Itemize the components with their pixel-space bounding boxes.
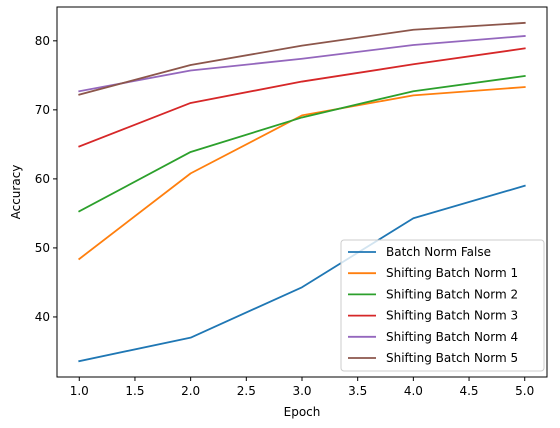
y-tick-label: 70 (35, 103, 50, 117)
series-line-3 (78, 75, 526, 213)
series-line-6 (78, 21, 526, 96)
legend: Batch Norm False Shifting Batch Norm 1 Shi… (340, 239, 545, 372)
x-tick-label: 2.5 (237, 384, 256, 398)
x-tick-label: 4.5 (459, 384, 478, 398)
x-axis-label: Epoch (284, 405, 321, 419)
x-tick-label: 1.0 (70, 384, 89, 398)
x-tick-label: 4.0 (404, 384, 423, 398)
x-tick-label: 3.5 (348, 384, 367, 398)
legend-entry-label: Shifting Batch Norm 4 (386, 330, 518, 344)
series-line-4 (78, 47, 526, 148)
y-tick-label: 80 (35, 34, 50, 48)
x-axis-ticks: 1.0 1.5 2.0 2.5 3.0 3.5 4.0 4.5 5.0 (70, 377, 534, 398)
series-line-5 (78, 35, 526, 93)
x-tick-label: 1.5 (125, 384, 144, 398)
series-lines (78, 21, 526, 363)
x-tick-label: 5.0 (515, 384, 534, 398)
series-line-1 (78, 184, 526, 363)
y-axis-ticks: 40 50 60 70 80 (35, 34, 57, 324)
x-tick-label: 2.0 (181, 384, 200, 398)
x-tick-label: 3.0 (292, 384, 311, 398)
legend-entry-label: Shifting Batch Norm 3 (386, 309, 518, 323)
legend-entry-label: Batch Norm False (386, 245, 491, 259)
y-tick-label: 60 (35, 172, 50, 186)
legend-box (340, 239, 545, 372)
legend-entry-label: Shifting Batch Norm 1 (386, 266, 518, 280)
y-axis-label: Accuracy (9, 165, 23, 220)
plot-frame (56, 6, 548, 378)
y-tick-label: 50 (35, 241, 50, 255)
legend-entry-label: Shifting Batch Norm 2 (386, 287, 518, 301)
series-line-2 (78, 86, 526, 261)
y-tick-label: 40 (35, 310, 50, 324)
legend-entry-label: Shifting Batch Norm 5 (386, 351, 518, 365)
